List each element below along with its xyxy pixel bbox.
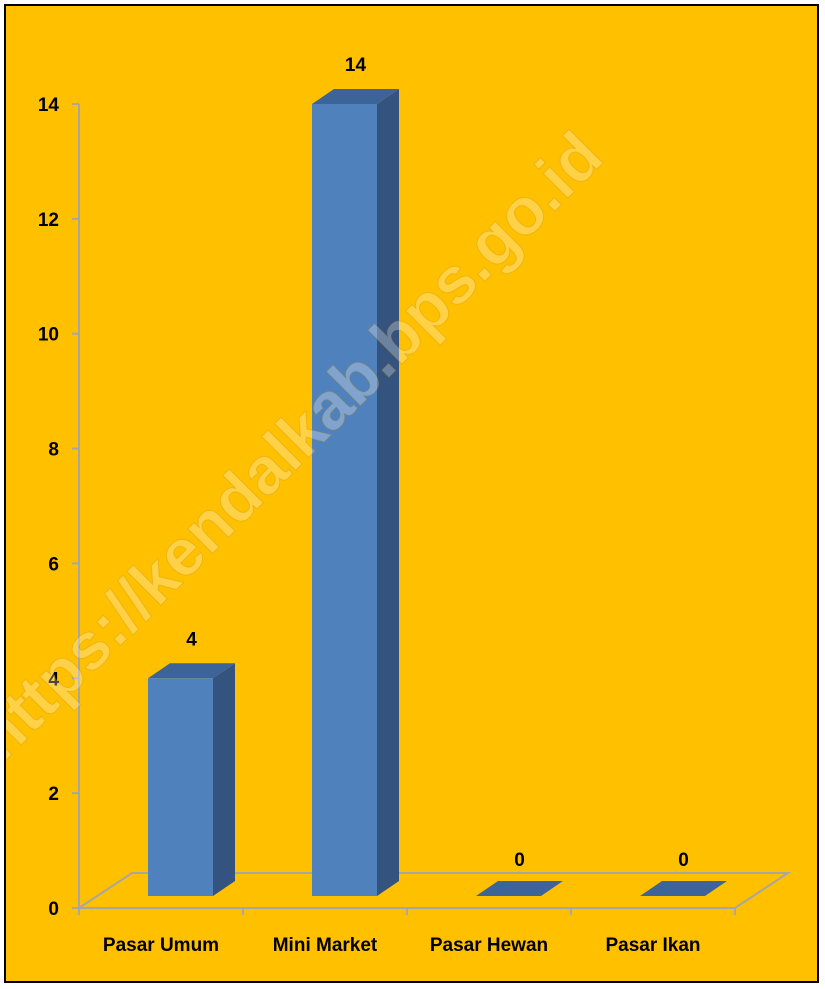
bar-pasar-ikan <box>640 881 727 896</box>
data-label: 14 <box>345 55 367 76</box>
bar-pasar-umum <box>148 663 235 896</box>
data-label: 0 <box>678 850 689 871</box>
y-tick-label: 6 <box>48 554 59 575</box>
y-tick-label: 10 <box>38 325 59 346</box>
labels: 0 2 4 6 8 10 12 14 4 14 0 0 Pasar Umum Mini Market Pas… <box>38 55 701 956</box>
y-tick-label: 12 <box>38 210 59 231</box>
bar-top <box>640 881 727 896</box>
floor-outline <box>75 872 792 909</box>
bar-front <box>312 104 377 896</box>
y-tick-label: 14 <box>38 95 60 116</box>
x-category-label: Mini Market <box>273 935 378 956</box>
chart-floor <box>75 872 792 909</box>
bar-side <box>377 89 399 896</box>
chart-frame: 0 2 4 6 8 10 12 14 4 14 0 0 Pasar Umum Mini Market Pas… <box>4 4 819 983</box>
bars <box>148 89 727 896</box>
bar-top <box>476 881 563 896</box>
data-label: 4 <box>186 629 197 650</box>
chart-background <box>6 6 817 981</box>
y-tick-label: 4 <box>48 669 59 690</box>
axes <box>72 103 736 915</box>
x-category-label: Pasar Ikan <box>605 935 700 956</box>
x-category-label: Pasar Hewan <box>430 935 548 956</box>
bar-top <box>148 663 235 679</box>
data-label: 0 <box>514 850 525 871</box>
y-tick-label: 0 <box>48 899 59 920</box>
bar-chart: 0 2 4 6 8 10 12 14 4 14 0 0 Pasar Umum Mini Market Pas… <box>6 6 817 981</box>
y-tick-label: 8 <box>48 440 59 461</box>
bar-pasar-hewan <box>476 881 563 896</box>
y-tick-label: 2 <box>48 784 59 805</box>
bar-front <box>148 678 213 896</box>
bar-side <box>213 663 235 896</box>
x-category-label: Pasar Umum <box>103 935 219 956</box>
bar-mini-market <box>312 89 399 896</box>
bar-top <box>312 89 399 104</box>
